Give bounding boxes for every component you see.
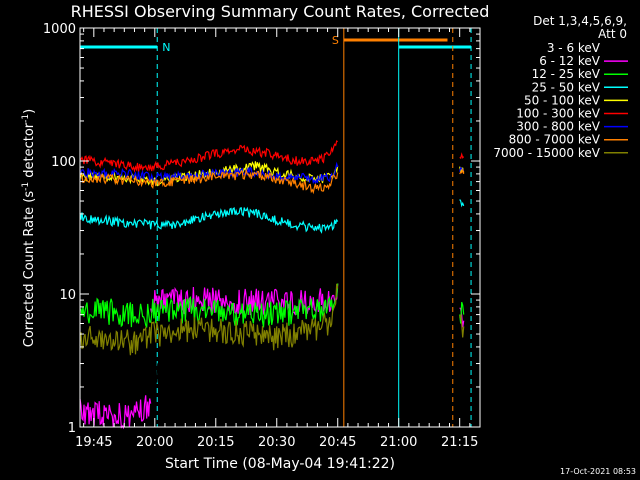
y-tick-label: 100 bbox=[51, 155, 76, 170]
x-tick-label: 19:45 bbox=[75, 435, 112, 450]
x-axis-ticks: 19:45 20:00 20:15 20:30 20:45 21:00 21:15 bbox=[75, 28, 478, 450]
x-tick-label: 21:00 bbox=[380, 435, 417, 450]
series-line-2 bbox=[459, 301, 465, 324]
legend-entry-label: 25 - 50 keV bbox=[532, 80, 601, 94]
y-tick-label: 1 bbox=[68, 421, 76, 436]
legend-entry-label: 7000 - 15000 keV bbox=[493, 146, 600, 160]
series-line-8 bbox=[459, 314, 465, 338]
flag-label-night: N bbox=[162, 41, 170, 54]
legend-entry-label: 12 - 25 keV bbox=[532, 67, 601, 81]
plot-frame bbox=[79, 27, 481, 428]
legend-header-line-2: Att 0 bbox=[598, 27, 627, 41]
x-tick-label: 20:00 bbox=[136, 435, 173, 450]
x-axis-label: Start Time (08-May-04 19:41:22) bbox=[165, 456, 395, 472]
series-line-0 bbox=[156, 306, 339, 391]
series-line-1 bbox=[459, 307, 465, 328]
legend-entry-label: 3 - 6 keV bbox=[547, 41, 601, 55]
legend-entry-label: 800 - 7000 keV bbox=[509, 133, 601, 147]
legend-entry-label: 300 - 800 keV bbox=[516, 120, 600, 134]
series-line-2 bbox=[79, 283, 339, 328]
chart-title: RHESSI Observing Summary Count Rates, Co… bbox=[71, 2, 490, 21]
series-line-7 bbox=[79, 168, 339, 195]
x-tick-label: 20:30 bbox=[258, 435, 295, 450]
x-tick-label: 20:15 bbox=[197, 435, 234, 450]
x-tick-label: 20:45 bbox=[319, 435, 356, 450]
series-line-5 bbox=[79, 140, 339, 173]
series-line-6 bbox=[79, 161, 339, 185]
legend-header-line-1: Det 1,3,4,5,6,9, bbox=[533, 14, 627, 28]
y-tick-label: 1000 bbox=[43, 22, 76, 37]
series-line-5 bbox=[459, 152, 465, 160]
y-axis-ticks: 1 10 100 1000 bbox=[43, 22, 480, 436]
series-line-1 bbox=[79, 395, 152, 430]
series-lines bbox=[79, 140, 465, 430]
series-line-7 bbox=[459, 169, 465, 175]
y-tick-label: 10 bbox=[59, 288, 76, 303]
series-line-3 bbox=[459, 199, 465, 208]
legend-entry-label: 6 - 12 keV bbox=[539, 54, 601, 68]
timestamp: 17-Oct-2021 08:53 bbox=[560, 467, 636, 476]
event-lines bbox=[79, 28, 472, 427]
series-line-8 bbox=[79, 283, 339, 356]
flag-label-saa: S bbox=[332, 34, 339, 47]
legend-entry-label: 50 - 100 keV bbox=[524, 93, 601, 107]
flag-bars: NS bbox=[80, 34, 472, 54]
y-axis-label: Corrected Count Rate (s-1 detector-1) bbox=[21, 109, 37, 347]
legend-entry-label: 100 - 300 keV bbox=[516, 107, 600, 121]
x-tick-label: 21:15 bbox=[441, 435, 478, 450]
series-line-3 bbox=[79, 206, 339, 234]
